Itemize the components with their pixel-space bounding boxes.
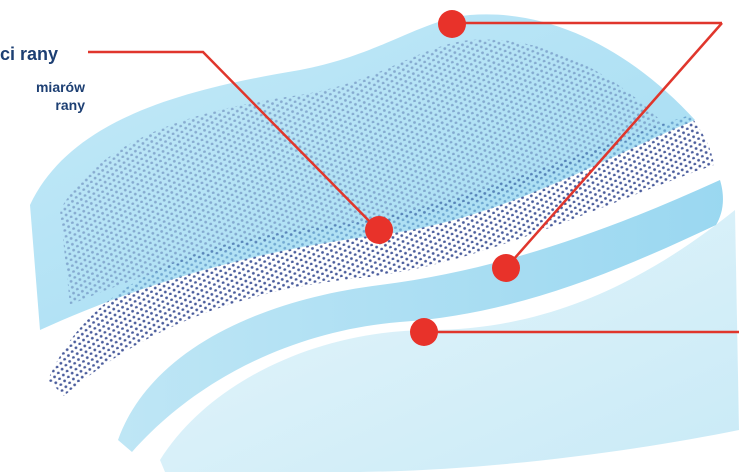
middle-gel-layer [118,180,723,452]
marker-dot-base [410,318,438,346]
callout-subtitle-line-2: rany [55,97,85,113]
callout-title: ci rany [0,44,59,64]
callout-subtitle-line-1: miarów [35,79,85,95]
marker-dot-mesh [365,216,393,244]
top-film-mesh [60,39,665,305]
marker-dot-top [438,10,466,38]
bottom-film-layer [160,210,739,472]
marker-dot-gel [492,254,520,282]
leader-line-diagonal [505,22,723,269]
callout-subtitle: miarów rany [36,78,85,114]
leader-line-left [88,50,379,231]
